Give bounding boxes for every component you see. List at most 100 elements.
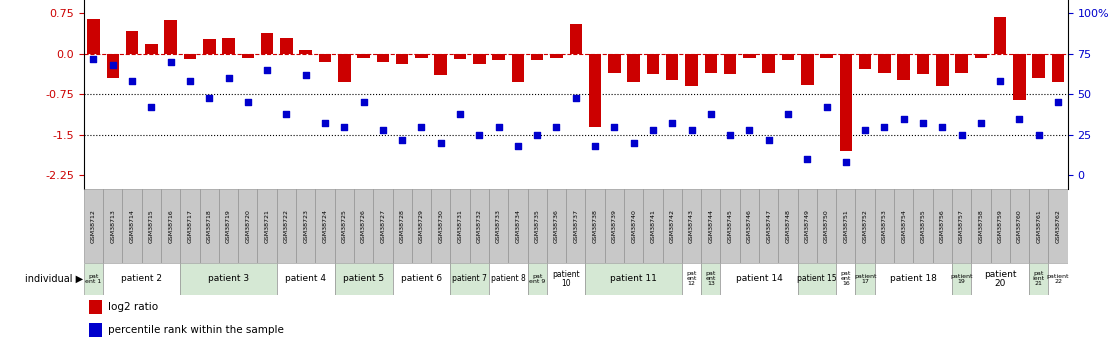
Bar	[1013, 54, 1025, 100]
Bar	[470, 189, 489, 263]
Text: GSM38761: GSM38761	[1036, 209, 1041, 243]
Point	[1030, 132, 1048, 138]
Bar	[123, 189, 142, 263]
Text: patient 4: patient 4	[285, 274, 326, 284]
Point	[817, 105, 835, 110]
Bar	[666, 54, 679, 80]
Text: GSM38760: GSM38760	[1017, 209, 1022, 243]
Point	[373, 127, 391, 133]
Point	[915, 121, 932, 126]
Bar	[836, 189, 855, 263]
Text: pat
ent
16: pat ent 16	[841, 272, 851, 286]
Text: patient 7: patient 7	[453, 274, 487, 284]
Text: GSM38745: GSM38745	[728, 209, 732, 243]
Bar	[569, 24, 582, 54]
Text: GSM38712: GSM38712	[91, 209, 96, 243]
Bar	[643, 189, 663, 263]
Bar	[219, 189, 238, 263]
Text: patient 6: patient 6	[401, 274, 442, 284]
Point	[451, 111, 468, 117]
Point	[354, 100, 372, 105]
Bar	[586, 189, 605, 263]
Text: GSM38727: GSM38727	[380, 209, 386, 243]
Bar	[800, 54, 814, 85]
Point	[509, 144, 527, 149]
Text: GSM38720: GSM38720	[245, 209, 250, 243]
Bar	[489, 263, 528, 295]
Bar	[547, 189, 566, 263]
Bar	[142, 189, 161, 263]
Bar	[1052, 54, 1064, 82]
Bar	[932, 189, 951, 263]
Text: patient
17: patient 17	[854, 274, 877, 284]
Point	[394, 137, 411, 142]
Text: GSM38758: GSM38758	[978, 209, 984, 243]
Text: GSM38733: GSM38733	[496, 209, 501, 243]
Bar	[878, 54, 891, 73]
Bar	[489, 189, 509, 263]
Point	[432, 140, 449, 146]
Bar	[1033, 54, 1045, 78]
Bar	[778, 189, 797, 263]
Bar	[797, 189, 817, 263]
Text: GSM38725: GSM38725	[342, 209, 347, 243]
Bar	[528, 189, 547, 263]
Text: GSM38734: GSM38734	[515, 209, 520, 243]
Bar	[164, 20, 177, 54]
Text: GSM38743: GSM38743	[689, 209, 694, 243]
Point	[142, 105, 160, 110]
Bar	[685, 54, 698, 86]
Text: patient 18: patient 18	[890, 274, 937, 284]
Text: individual ▶: individual ▶	[25, 274, 83, 284]
Point	[413, 124, 430, 129]
Text: GSM38737: GSM38737	[574, 209, 578, 243]
Bar	[913, 189, 932, 263]
Bar	[859, 54, 871, 69]
Point	[644, 127, 662, 133]
Text: GSM38726: GSM38726	[361, 209, 366, 243]
Bar	[951, 263, 972, 295]
Text: pat
ient
21: pat ient 21	[1033, 272, 1045, 286]
Point	[181, 79, 199, 84]
Bar	[87, 19, 100, 54]
Point	[894, 116, 912, 121]
Text: GSM38756: GSM38756	[940, 209, 945, 243]
Text: GSM38753: GSM38753	[882, 209, 887, 243]
Bar	[296, 189, 315, 263]
Bar	[624, 189, 643, 263]
Bar	[411, 189, 432, 263]
Bar	[373, 189, 392, 263]
Text: GSM38754: GSM38754	[901, 209, 907, 243]
Bar	[277, 189, 296, 263]
Bar	[836, 263, 855, 295]
Bar	[492, 54, 505, 60]
Bar	[991, 189, 1010, 263]
Bar	[84, 263, 103, 295]
Bar	[682, 263, 701, 295]
Point	[219, 76, 237, 81]
Bar	[338, 54, 351, 82]
Point	[490, 124, 508, 129]
Text: GSM38757: GSM38757	[959, 209, 964, 243]
Bar	[84, 189, 103, 263]
Bar	[277, 263, 334, 295]
Point	[953, 132, 970, 138]
Bar	[972, 263, 1029, 295]
Bar	[315, 189, 334, 263]
Text: GSM38730: GSM38730	[438, 209, 443, 243]
Text: GSM38751: GSM38751	[843, 209, 849, 243]
Bar	[994, 17, 1006, 54]
Point	[548, 124, 566, 129]
Text: GSM38724: GSM38724	[322, 209, 328, 243]
Text: GSM38716: GSM38716	[168, 209, 173, 243]
Bar	[720, 263, 797, 295]
Bar	[106, 54, 119, 78]
Text: patient
19: patient 19	[950, 274, 973, 284]
Text: patient
10: patient 10	[552, 270, 580, 288]
Point	[721, 132, 739, 138]
Bar	[126, 31, 139, 54]
Bar	[222, 38, 235, 54]
Bar	[704, 54, 717, 73]
Bar	[281, 38, 293, 54]
Text: GSM38721: GSM38721	[265, 209, 269, 243]
